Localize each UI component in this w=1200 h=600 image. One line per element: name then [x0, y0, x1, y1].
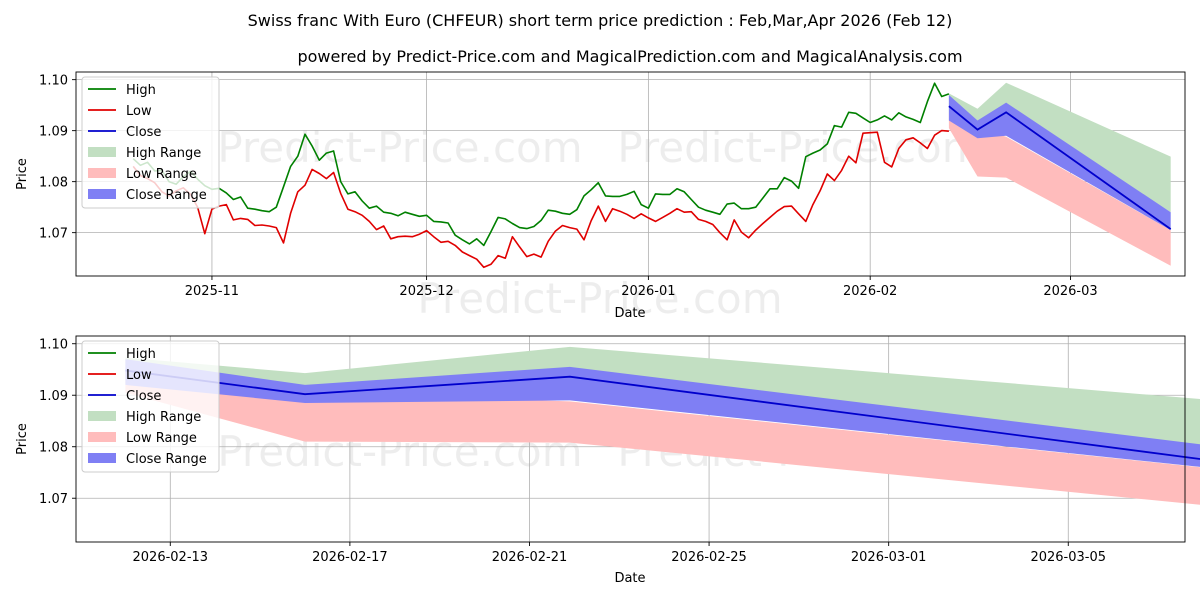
legend-box	[81, 340, 220, 473]
legend-label: High Range	[126, 410, 201, 425]
legend-swatch-close-range	[88, 453, 116, 463]
legend-label: Low Range	[126, 431, 197, 446]
legend-label: Close	[126, 389, 161, 404]
x-tick-label: 2026-03-05	[1030, 550, 1106, 565]
high-range-band	[125, 346, 1200, 446]
plot-frame	[75, 71, 1186, 277]
y-tick-label: 1.08	[39, 176, 68, 191]
x-tick-label: 2026-03	[1043, 284, 1097, 299]
bottom-panel: Predict-Price.com Predict-Price.com 1.07…	[15, 335, 1200, 586]
legend-label: Close Range	[126, 188, 207, 203]
legend-swatch-close-range	[88, 189, 116, 199]
legend-label: Low Range	[126, 167, 197, 182]
low-range-band	[125, 377, 1200, 505]
legend: High Low Close High Range Low Range Close Ran…	[81, 76, 220, 209]
legend-label: High	[126, 83, 156, 98]
legend: High Low Close High Range Low Range Close Ran…	[81, 340, 220, 473]
watermark-text: Predict-Price.com	[617, 123, 982, 172]
watermark-text: Predict-Price.com	[217, 123, 582, 172]
high-series-line	[132, 82, 950, 247]
y-tick-label: 1.08	[39, 441, 68, 456]
x-tick-label: 2025-11	[185, 284, 239, 299]
y-tick-label: 1.07	[39, 492, 68, 507]
legend-label: High Range	[126, 146, 201, 161]
y-tick-label: 1.10	[39, 338, 68, 353]
legend-box	[81, 76, 220, 209]
x-axis-label: Date	[614, 306, 645, 321]
legend-swatch-high-range	[88, 147, 116, 157]
x-tick-label: 2026-02-25	[671, 550, 747, 565]
y-tick-label: 1.07	[39, 227, 68, 242]
low-range-band	[948, 112, 1171, 266]
chart-title: Swiss franc With Euro (CHFEUR) short ter…	[248, 11, 953, 30]
y-tick-label: 1.09	[39, 125, 68, 140]
y-tick-label: 1.10	[39, 74, 68, 89]
legend-label: Low	[126, 104, 152, 119]
legend-swatch-low-range	[88, 168, 116, 178]
high-range-band	[948, 82, 1171, 213]
legend-label: Close Range	[126, 452, 207, 467]
legend-label: Low	[126, 368, 152, 383]
x-tick-label: 2026-02-17	[312, 550, 388, 565]
x-tick-label: 2025-12	[399, 284, 453, 299]
x-tick-label: 2026-02-21	[492, 550, 568, 565]
watermark-text: Predict-Price.com	[417, 274, 782, 323]
chart-subtitle: powered by Predict-Price.com and Magical…	[297, 47, 962, 66]
y-axis-label: Price	[15, 158, 30, 190]
x-tick-label: 2026-01	[621, 284, 675, 299]
x-tick-label: 2026-03-01	[851, 550, 927, 565]
x-tick-label: 2026-02	[843, 284, 897, 299]
close-range-band	[125, 359, 1200, 467]
top-panel: Predict-Price.com Predict-Price.com Pred…	[15, 71, 1186, 323]
legend-label: High	[126, 347, 156, 362]
legend-label: Close	[126, 125, 161, 140]
legend-swatch-high-range	[88, 411, 116, 421]
low-series-line	[132, 129, 949, 269]
plot-frame	[75, 335, 1186, 543]
y-axis-label: Price	[15, 423, 30, 455]
x-axis-label: Date	[614, 571, 645, 586]
y-tick-label: 1.09	[39, 389, 68, 404]
legend-swatch-low-range	[88, 432, 116, 442]
close-series-line	[948, 105, 1172, 230]
close-range-band	[948, 94, 1171, 231]
x-tick-label: 2026-02-13	[133, 550, 209, 565]
